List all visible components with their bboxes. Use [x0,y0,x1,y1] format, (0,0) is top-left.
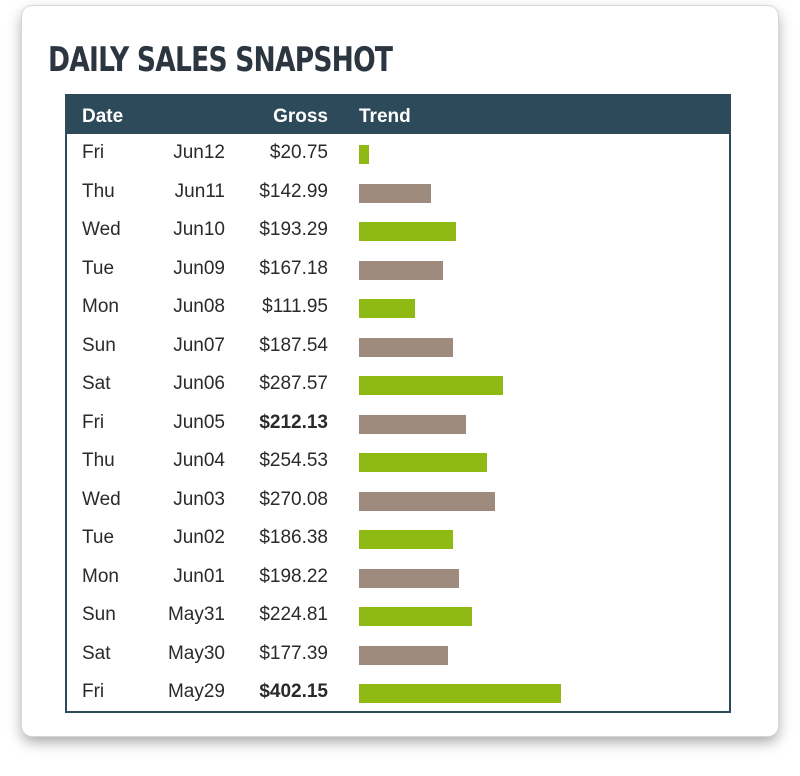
row-day: Sun [82,334,116,356]
trend-bar [359,376,503,395]
table-row: Fri Jun05 $212.13 [67,404,729,443]
trend-bar [359,645,448,665]
row-date: Jun06 [173,373,225,394]
trend-bar [359,530,453,549]
trend-bar [359,491,495,511]
row-day: Thu [82,450,115,471]
row-gross: $177.39 [259,642,328,664]
row-day: Fri [82,681,105,702]
trend-bar [359,145,369,164]
trend-bar [359,337,453,357]
row-day: Fri [82,142,105,163]
row-date: Jun10 [173,219,225,240]
row-gross: $224.81 [259,604,328,625]
row-date: Jun11 [174,180,225,202]
trend-bar [359,260,443,280]
row-date: May29 [167,681,225,702]
row-date: Jun05 [173,411,225,433]
table-row: Wed Jun10 $193.29 [67,211,729,250]
row-date: Jun03 [173,488,225,510]
sales-table: Date Gross Trend Fri Jun12 $20.75 Thu Jun11 $… [65,94,731,713]
table-row: Sat Jun06 $287.57 [67,365,729,404]
row-gross: $111.95 [262,296,328,317]
row-gross: $402.15 [259,681,328,702]
row-gross: $270.08 [259,488,328,510]
sales-snapshot-card: DAILY SALES SNAPSHOT Date Gross Trend Fr… [22,6,778,736]
row-date: Jun07 [173,334,225,356]
table-row: Tue Jun02 $186.38 [67,519,729,558]
row-gross: $254.53 [259,450,328,471]
row-day: Mon [82,565,119,587]
table-row: Thu Jun11 $142.99 [67,173,729,212]
row-day: Fri [82,411,105,433]
table-row: Wed Jun03 $270.08 [67,481,729,520]
header-date: Date [82,106,124,127]
trend-bar [359,453,487,472]
row-day: Tue [82,527,115,548]
row-gross: $212.13 [259,411,328,433]
row-gross: $198.22 [259,565,328,587]
table-row: Mon Jun08 $111.95 [67,288,729,327]
row-day: Sat [82,642,111,664]
row-date: Jun01 [173,565,225,587]
row-gross: $186.38 [259,527,328,548]
trend-bar [359,414,466,434]
row-date: Jun04 [173,450,225,471]
row-date: Jun12 [173,142,225,163]
row-gross: $193.29 [259,219,328,240]
row-day: Thu [82,180,115,202]
row-gross: $187.54 [259,334,328,356]
row-day: Wed [82,488,121,510]
header-trend: Trend [359,106,411,127]
row-day: Wed [82,219,121,240]
table-row: Sun May31 $224.81 [67,596,729,635]
table-row: Sat May30 $177.39 [67,635,729,674]
trend-bar [359,299,415,318]
table-row: Mon Jun01 $198.22 [67,558,729,597]
trend-bar [359,568,459,588]
table-row: Sun Jun07 $187.54 [67,327,729,366]
row-day: Sun [82,604,116,625]
page-title: DAILY SALES SNAPSHOT [48,40,393,80]
row-date: Jun02 [173,527,225,548]
table-row: Thu Jun04 $254.53 [67,442,729,481]
header-gross: Gross [273,106,328,127]
table-row: Fri Jun12 $20.75 [67,134,729,173]
trend-bar [359,183,431,203]
trend-bar [359,607,472,626]
table-row: Tue Jun09 $167.18 [67,250,729,289]
row-day: Sat [82,373,111,394]
trend-bar [359,222,456,241]
row-date: May31 [167,604,225,625]
table-row: Fri May29 $402.15 [67,673,729,711]
row-date: May30 [167,642,225,664]
row-gross: $142.99 [259,180,328,202]
row-day: Tue [82,257,115,279]
table-body: Fri Jun12 $20.75 Thu Jun11 $142.99 Wed Jun10 $19… [67,134,729,711]
row-gross: $20.75 [269,142,328,163]
table-header: Date Gross Trend [67,96,729,134]
row-day: Mon [82,296,119,317]
trend-bar [359,684,561,703]
row-date: Jun08 [173,296,225,317]
row-gross: $287.57 [259,373,328,394]
row-gross: $167.18 [259,257,328,279]
row-date: Jun09 [173,257,225,279]
